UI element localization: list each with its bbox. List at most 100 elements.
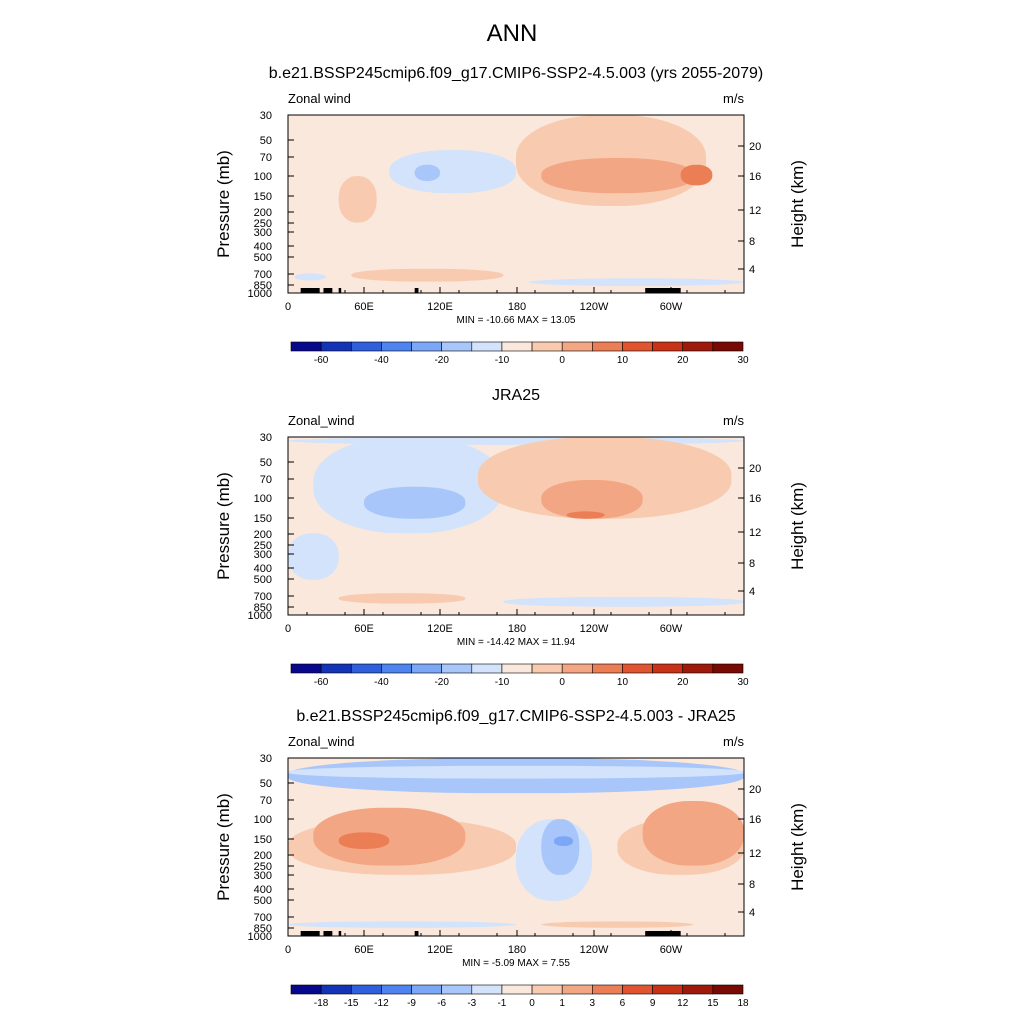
y-tick-label: 70 [260, 152, 272, 164]
colorbar-label: 20 [677, 677, 689, 688]
x-tick-label: 180 [508, 301, 526, 313]
y-tick-label: 400 [254, 241, 272, 253]
colorbar-label: -60 [314, 677, 329, 688]
contour-region [294, 273, 326, 281]
y2-tick-label: 20 [749, 141, 761, 153]
colorbar-swatch [561, 663, 593, 674]
y-tick-label: 150 [254, 834, 272, 846]
variable-label: Zonal_wind [288, 734, 355, 749]
x-tick-label: 60E [354, 944, 374, 956]
colorbar-swatch [381, 341, 412, 352]
colorbar-swatch [320, 341, 352, 352]
contour-region [541, 158, 694, 194]
y2-tick-label: 8 [749, 879, 755, 891]
figure-title: ANN [486, 20, 538, 47]
colorbar-swatch [501, 341, 533, 352]
variable-label: Zonal wind [288, 91, 351, 106]
colorbar-label: 12 [677, 998, 689, 1009]
x-tick-label: 180 [508, 623, 526, 635]
contour-region [541, 480, 643, 519]
y-tick-label: 850 [254, 923, 272, 935]
colorbar-label: -40 [374, 355, 389, 366]
colorbar-label: -18 [314, 998, 329, 1009]
y2-tick-label: 20 [749, 463, 761, 475]
colorbar-swatch [350, 341, 382, 352]
y-tick-label: 30 [260, 432, 272, 444]
plot-frame [287, 436, 745, 616]
x-tick-label: 60E [354, 301, 374, 313]
colorbar-swatch [682, 341, 714, 352]
colorbar-swatch [622, 341, 653, 352]
colorbar-label: -3 [467, 998, 476, 1009]
colorbar-label: 30 [737, 355, 749, 366]
x-tick-label: 120E [427, 301, 453, 313]
colorbar-swatch [652, 984, 684, 995]
x-tick-label: 120E [427, 623, 453, 635]
contour-region [288, 765, 744, 779]
colorbar-label: 10 [617, 677, 629, 688]
terrain-mask [645, 931, 681, 936]
plot-frame [287, 757, 745, 937]
colorbar-swatch [712, 341, 744, 352]
contour-region [338, 593, 466, 604]
colorbar-swatch [561, 341, 593, 352]
colorbar-swatch [592, 984, 623, 995]
colorbar-swatch [411, 984, 442, 995]
x-tick-label: 60W [660, 623, 683, 635]
y-tick-label: 200 [254, 529, 272, 541]
y-tick-label: 50 [260, 778, 272, 790]
terrain-mask [323, 288, 333, 293]
terrain-mask [338, 931, 342, 936]
y2-tick-label: 8 [749, 236, 755, 248]
contour-field [288, 437, 744, 615]
contour-field [288, 758, 744, 936]
colorbar-swatch [622, 984, 653, 995]
colorbar-swatch [290, 341, 322, 352]
x-tick-label: 60E [354, 623, 374, 635]
min-max-stats: MIN = -14.42 MAX = 11.94 [457, 637, 576, 648]
terrain-mask [338, 288, 342, 293]
variable-label: Zonal_wind [288, 413, 355, 428]
colorbar-label: -10 [495, 677, 510, 688]
y-tick-label: 100 [254, 493, 272, 505]
colorbar-label: 0 [559, 355, 565, 366]
panel-3: b.e21.BSSP245cmip6.f09_g17.CMIP6-SSP2-4.… [214, 708, 807, 1009]
y2-tick-label: 4 [749, 907, 755, 919]
y-tick-label: 500 [254, 252, 272, 264]
y2-tick-label: 16 [749, 814, 761, 826]
colorbar-swatch [411, 663, 442, 674]
colorbar-label: 3 [590, 998, 596, 1009]
colorbar-label: -1 [497, 998, 506, 1009]
contour-region [364, 486, 466, 519]
min-max-stats: MIN = -10.66 MAX = 13.05 [457, 315, 576, 326]
terrain-mask [323, 931, 333, 936]
panel-title: b.e21.BSSP245cmip6.f09_g17.CMIP6-SSP2-4.… [296, 708, 735, 725]
colorbar-label: 0 [559, 677, 565, 688]
colorbar-label: 0 [529, 998, 535, 1009]
colorbar-swatch [652, 341, 684, 352]
x-tick-label: 120W [580, 301, 609, 313]
terrain-mask [645, 288, 681, 293]
panel-1: b.e21.BSSP245cmip6.f09_g17.CMIP6-SSP2-4.… [214, 65, 807, 366]
y-tick-label: 200 [254, 850, 272, 862]
colorbar-label: 10 [617, 355, 629, 366]
colorbar-swatch [682, 984, 714, 995]
x-tick-label: 120E [427, 944, 453, 956]
contour-field [288, 115, 744, 293]
y2-tick-label: 12 [749, 527, 761, 539]
contour-region [313, 437, 504, 534]
y2-axis-title: Height (km) [788, 482, 807, 570]
terrain-mask [414, 288, 419, 293]
colorbar-label: 15 [707, 998, 719, 1009]
colorbar-label: -20 [434, 677, 449, 688]
colorbar-swatch [531, 341, 563, 352]
y-tick-label: 70 [260, 795, 272, 807]
y-axis-title: Pressure (mb) [214, 150, 233, 258]
y-tick-label: 1000 [248, 288, 272, 300]
y-tick-label: 850 [254, 602, 272, 614]
y2-tick-label: 20 [749, 784, 761, 796]
colorbar-label: -60 [314, 355, 329, 366]
y-tick-label: 300 [254, 870, 272, 882]
